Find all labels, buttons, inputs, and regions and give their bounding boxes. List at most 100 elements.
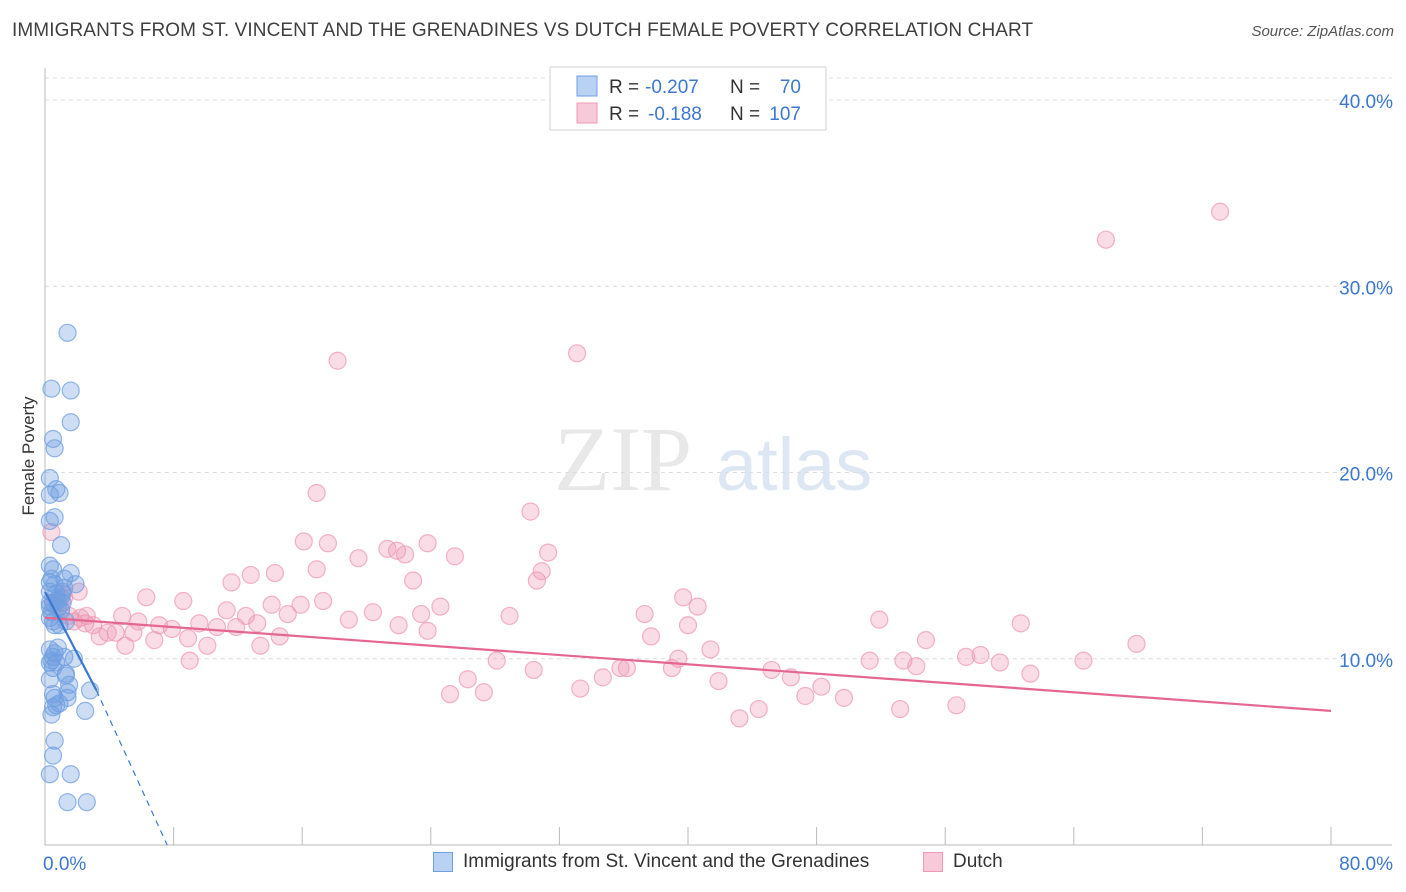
dutch-point: [1011, 614, 1030, 633]
dutch-point: [474, 683, 493, 702]
dutch-point: [812, 677, 831, 696]
bottom-legend-label-1: Immigrants from St. Vincent and the Gren…: [463, 851, 870, 872]
dutch-point: [1210, 202, 1230, 221]
dutch-point: [71, 608, 90, 627]
svg-point: [40, 511, 59, 531]
y-tick-labels: 10.0% 20.0% 30.0% 40.0%: [1339, 92, 1393, 672]
bottom-legend-label-2: Dutch: [953, 851, 1003, 872]
dutch-point: [593, 668, 612, 687]
dutch-point: [678, 616, 698, 635]
svg-point: [61, 765, 80, 784]
svg-point: [43, 746, 63, 765]
legend-box: R = -0.207 N = 70 R = -0.188 N = 107: [549, 66, 827, 131]
dutch-point: [313, 591, 333, 611]
legend-swatch-pink: [576, 102, 598, 124]
dutch-point: [318, 534, 338, 553]
svg-point: [58, 793, 77, 812]
dutch-point: [412, 604, 431, 624]
svg-point: [58, 688, 77, 707]
dutch-points: [42, 202, 1230, 728]
legend-n-value-1: 70: [780, 77, 801, 98]
svg-point: [48, 638, 67, 657]
svg-point: [45, 439, 64, 458]
dutch-point: [500, 606, 519, 626]
dutch-point: [294, 532, 313, 551]
svg-point: [45, 731, 64, 750]
svg-point: [40, 573, 59, 592]
dutch-point: [916, 631, 936, 650]
svg-point: [77, 793, 96, 812]
dutch-point: [796, 686, 815, 706]
svg-point: [60, 675, 79, 694]
dutch-trend-line: [44, 616, 1332, 712]
chart-title: IMMIGRANTS FROM ST. VINCENT AND THE GREN…: [12, 20, 1034, 41]
dutch-point: [956, 647, 976, 666]
dutch-point: [174, 591, 193, 611]
svg-point: [61, 381, 80, 400]
y-tick-label: 30.0%: [1339, 278, 1393, 299]
dutch-point: [328, 351, 347, 370]
dutch-point: [701, 640, 720, 659]
x-tick-labels: 0.0% 80.0%: [43, 854, 1393, 875]
dutch-point: [527, 571, 546, 590]
dutch-point: [749, 699, 768, 719]
dutch-point: [339, 610, 358, 629]
legend-n-label-2: N =: [730, 104, 765, 125]
dutch-point: [251, 636, 270, 655]
dutch-point: [611, 658, 630, 678]
dutch-point: [1096, 230, 1116, 249]
dutch-point: [440, 685, 460, 704]
bottom-legend-item-1: Immigrants from St. Vincent and the Gren…: [433, 851, 869, 873]
legend-n-label-1: N =: [730, 77, 765, 98]
dutch-point: [198, 636, 217, 655]
dutch-point: [688, 597, 707, 616]
svg-point: [61, 413, 80, 432]
legend-r-value-1: -0.207: [645, 77, 699, 98]
legend-r-label-1: R =: [609, 77, 644, 98]
dutch-point: [262, 595, 281, 614]
dutch-point: [395, 545, 415, 564]
watermark-zip: ZIP: [554, 408, 692, 510]
dutch-point: [363, 603, 383, 622]
dutch-point: [178, 629, 198, 648]
svg-points: [40, 323, 100, 812]
svg-point: [40, 653, 59, 672]
svg-trend-line: [44, 591, 98, 691]
dutch-point: [1074, 651, 1093, 670]
svg-point: [40, 765, 59, 784]
dutch-point: [116, 636, 135, 655]
svg-point: [55, 569, 74, 588]
dutch-point: [891, 699, 910, 719]
dutch-point: [307, 483, 326, 503]
dutch-point: [389, 616, 408, 635]
dutch-point: [76, 614, 95, 633]
y-tick-label: 20.0%: [1339, 465, 1393, 486]
svg-point: [43, 658, 63, 678]
dutch-point: [635, 604, 654, 624]
dutch-point: [907, 657, 926, 676]
dutch-point: [524, 660, 543, 680]
dutch-point: [265, 563, 284, 583]
x-tick-label: 0.0%: [43, 854, 86, 875]
dutch-point: [709, 671, 728, 691]
dutch-point: [445, 547, 465, 566]
dutch-point: [990, 653, 1009, 672]
bottom-legend-swatch-pink: [923, 852, 943, 872]
bottom-legend-item-2: Dutch: [923, 851, 1003, 873]
svg-trend-extension: [95, 690, 168, 846]
svg-point: [51, 536, 71, 555]
dutch-point: [730, 709, 749, 728]
dutch-point: [1021, 664, 1040, 683]
source-label: Source: ZipAtlas.com: [1251, 23, 1394, 40]
dutch-point: [870, 610, 889, 629]
dutch-point: [307, 560, 326, 579]
dutch-point: [834, 688, 854, 707]
dutch-point: [222, 573, 241, 592]
dutch-point: [431, 597, 450, 616]
dutch-point: [947, 696, 966, 715]
y-axis-label: Female Poverty: [19, 396, 38, 516]
watermark-atlas: atlas: [716, 423, 872, 506]
y-tick-label: 10.0%: [1339, 651, 1393, 672]
legend-swatch-blue: [576, 75, 598, 97]
